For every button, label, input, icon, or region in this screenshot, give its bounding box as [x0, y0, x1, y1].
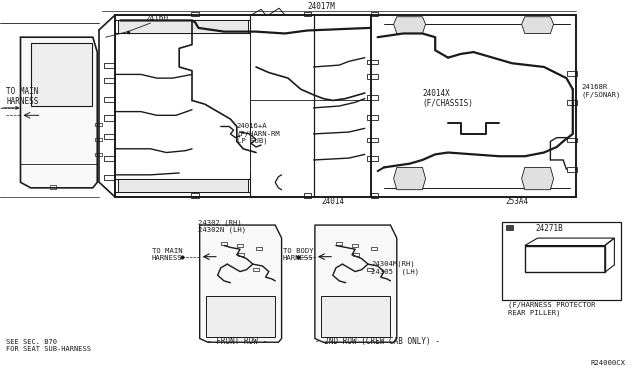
Bar [104, 134, 115, 139]
Text: (F/HARNESS PROTECTOR
REAR PILLER): (F/HARNESS PROTECTOR REAR PILLER) [508, 302, 595, 316]
Text: 24017M: 24017M [307, 2, 335, 11]
Text: TO BODY
HARNESS: TO BODY HARNESS [283, 248, 314, 261]
Polygon shape [522, 17, 554, 33]
Text: 24304M(RH)
24305  (LH): 24304M(RH) 24305 (LH) [371, 261, 419, 275]
Bar [567, 71, 577, 76]
Bar [253, 268, 259, 271]
Polygon shape [522, 167, 554, 190]
Bar [371, 12, 378, 16]
Bar [304, 193, 311, 198]
Polygon shape [20, 37, 97, 188]
Text: TO MAIN
HARNESS: TO MAIN HARNESS [152, 248, 182, 261]
Text: R24000CX: R24000CX [591, 360, 626, 366]
Bar [304, 12, 311, 16]
Bar [506, 225, 513, 230]
Bar [367, 156, 378, 161]
Polygon shape [394, 167, 426, 190]
FancyArrowPatch shape [3, 106, 19, 109]
Bar [50, 185, 56, 189]
Polygon shape [118, 20, 248, 33]
Polygon shape [118, 179, 248, 192]
Bar [104, 115, 115, 121]
Text: 24271B: 24271B [535, 224, 563, 233]
Bar [367, 95, 378, 100]
Bar [191, 12, 199, 16]
Text: - 2ND ROW (CREW CAB ONLY) -: - 2ND ROW (CREW CAB ONLY) - [315, 337, 440, 346]
Bar [191, 193, 199, 198]
Text: 24160: 24160 [146, 14, 169, 23]
Bar [31, 43, 92, 106]
Bar [221, 242, 227, 245]
Bar [353, 253, 359, 256]
Text: 24014X
(F/CHASSIS): 24014X (F/CHASSIS) [422, 89, 474, 108]
Bar [567, 138, 577, 142]
Bar [336, 242, 342, 245]
Text: 253A4: 253A4 [506, 197, 529, 206]
Bar [95, 138, 102, 141]
Bar [567, 167, 577, 172]
Bar [256, 247, 262, 250]
Bar [104, 63, 115, 68]
Polygon shape [200, 225, 282, 342]
Bar [371, 193, 378, 198]
Bar [502, 222, 621, 300]
Bar [104, 156, 115, 161]
Polygon shape [394, 17, 426, 33]
Bar [237, 244, 243, 247]
Bar [104, 175, 115, 180]
Text: - FRONT ROW -: - FRONT ROW - [207, 337, 267, 346]
Bar [525, 246, 605, 272]
Bar [567, 100, 577, 105]
Bar [367, 115, 378, 120]
Bar [367, 74, 378, 79]
Text: SEE SEC. B70
FOR SEAT SUB-HARNESS: SEE SEC. B70 FOR SEAT SUB-HARNESS [6, 339, 92, 352]
Polygon shape [315, 225, 397, 342]
Text: 24016+A
(F/HARN-RM
LP SUB): 24016+A (F/HARN-RM LP SUB) [237, 124, 280, 144]
Bar [367, 138, 378, 142]
Text: 24014: 24014 [321, 197, 344, 206]
Bar [352, 244, 358, 247]
Bar [104, 97, 115, 102]
Bar [371, 247, 377, 250]
Bar [321, 296, 390, 337]
Bar [95, 123, 102, 126]
Text: 24168R
(F/SONAR): 24168R (F/SONAR) [581, 84, 621, 98]
Text: TO MAIN
HARNESS: TO MAIN HARNESS [6, 87, 39, 106]
Bar [367, 60, 378, 64]
Bar [206, 296, 275, 337]
Bar [367, 268, 373, 271]
Text: 24302 (RH)
24302N (LH): 24302 (RH) 24302N (LH) [198, 219, 246, 234]
Bar [104, 78, 115, 83]
Bar [95, 153, 102, 156]
Bar [238, 253, 244, 256]
